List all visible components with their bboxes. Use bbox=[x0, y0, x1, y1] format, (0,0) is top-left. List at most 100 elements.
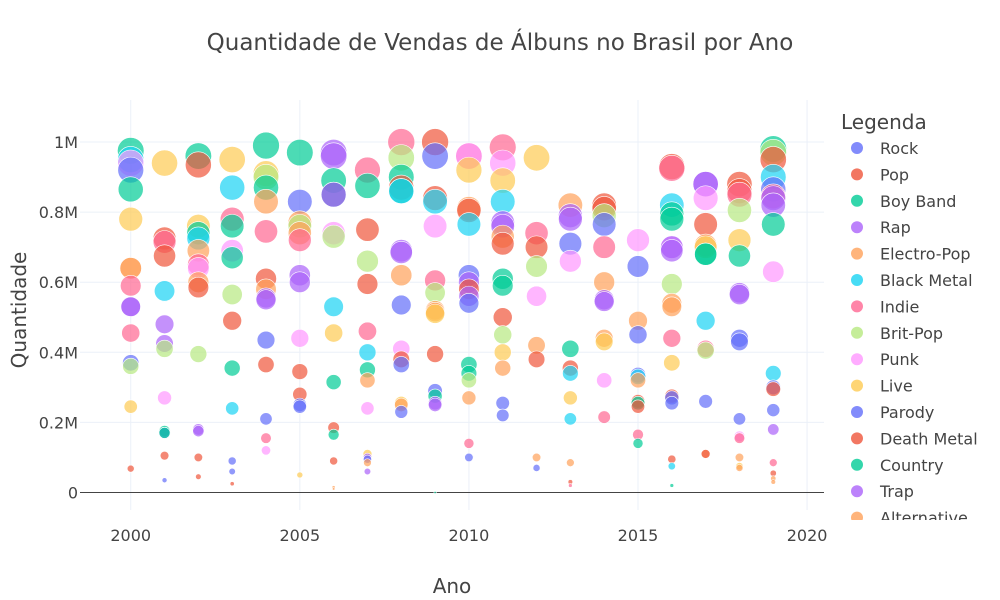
point-brit-pop[interactable] bbox=[356, 249, 379, 273]
point-live[interactable] bbox=[595, 332, 614, 351]
point-indie[interactable] bbox=[120, 275, 142, 297]
point-punk[interactable] bbox=[559, 249, 582, 273]
point-electro-pop[interactable] bbox=[735, 464, 744, 472]
point-pop[interactable] bbox=[667, 454, 677, 464]
point-rock[interactable] bbox=[287, 189, 313, 215]
point-black-metal[interactable] bbox=[562, 365, 579, 382]
point-pop[interactable] bbox=[426, 345, 444, 363]
point-rock[interactable] bbox=[730, 332, 749, 351]
point-punk[interactable] bbox=[762, 260, 785, 283]
point-electro-pop[interactable] bbox=[770, 479, 776, 485]
point-rock[interactable] bbox=[766, 403, 781, 417]
point-indie[interactable] bbox=[769, 458, 778, 467]
point-electro-pop[interactable] bbox=[390, 264, 413, 287]
point-parody[interactable] bbox=[496, 408, 510, 423]
point-punk[interactable] bbox=[423, 214, 448, 239]
point-rock[interactable] bbox=[392, 356, 410, 374]
point-black-metal[interactable] bbox=[695, 311, 716, 331]
point-pop[interactable] bbox=[769, 469, 777, 477]
point-trap[interactable] bbox=[289, 271, 311, 293]
point-parody[interactable] bbox=[458, 293, 480, 314]
point-punk[interactable] bbox=[692, 185, 719, 211]
point-pop[interactable] bbox=[524, 235, 549, 259]
point-trap[interactable] bbox=[729, 284, 750, 305]
point-indie[interactable] bbox=[121, 323, 141, 343]
legend-item-brit-pop[interactable]: Brit-Pop bbox=[851, 324, 943, 343]
legend-item-live[interactable]: Live bbox=[851, 377, 913, 396]
point-live[interactable] bbox=[523, 144, 551, 172]
point-rock[interactable] bbox=[626, 255, 650, 278]
point-black-metal[interactable] bbox=[490, 189, 516, 215]
point-rap[interactable] bbox=[660, 239, 684, 263]
point-death-metal[interactable] bbox=[257, 356, 275, 374]
point-brit-pop[interactable] bbox=[424, 282, 446, 304]
point-indie[interactable] bbox=[568, 483, 573, 488]
point-country[interactable] bbox=[117, 176, 144, 203]
point-death-metal[interactable] bbox=[222, 311, 242, 331]
point-brit-pop[interactable] bbox=[525, 255, 548, 278]
point-live[interactable] bbox=[151, 149, 178, 177]
point-indie[interactable] bbox=[597, 410, 611, 424]
point-pop[interactable] bbox=[153, 244, 176, 268]
point-pop[interactable] bbox=[126, 464, 135, 473]
point-live[interactable] bbox=[493, 343, 512, 362]
point-death-metal[interactable] bbox=[187, 276, 209, 299]
point-pop[interactable] bbox=[356, 273, 379, 295]
point-pop[interactable] bbox=[229, 481, 235, 487]
point-death-metal[interactable] bbox=[700, 449, 711, 459]
point-rock[interactable] bbox=[495, 396, 510, 411]
point-pop[interactable] bbox=[159, 451, 170, 461]
point-live[interactable] bbox=[123, 399, 138, 414]
point-rap[interactable] bbox=[593, 291, 615, 312]
point-death-metal[interactable] bbox=[765, 381, 781, 397]
point-brit-pop[interactable] bbox=[696, 341, 715, 360]
point-rock[interactable] bbox=[698, 394, 713, 409]
point-alternative[interactable] bbox=[734, 452, 745, 463]
point-trap[interactable] bbox=[320, 142, 348, 170]
point-boy-band[interactable] bbox=[354, 172, 381, 199]
point-pop[interactable] bbox=[195, 473, 202, 480]
point-punk[interactable] bbox=[157, 390, 172, 406]
point-country[interactable] bbox=[761, 212, 786, 237]
point-punk[interactable] bbox=[626, 228, 650, 252]
point-black-metal[interactable] bbox=[323, 296, 344, 317]
point-black-metal[interactable] bbox=[388, 178, 415, 204]
point-pop[interactable] bbox=[491, 231, 515, 256]
point-death-metal[interactable] bbox=[527, 350, 546, 368]
point-black-metal[interactable] bbox=[667, 462, 676, 471]
point-punk[interactable] bbox=[596, 372, 613, 389]
point-live[interactable] bbox=[563, 390, 578, 406]
point-alternative[interactable] bbox=[566, 458, 575, 467]
legend-item-boy-band[interactable]: Boy Band bbox=[851, 192, 956, 211]
point-boy-band[interactable] bbox=[669, 483, 675, 488]
point-punk[interactable] bbox=[290, 329, 310, 348]
point-black-metal[interactable] bbox=[765, 365, 782, 382]
point-brit-pop[interactable] bbox=[493, 325, 513, 345]
point-trap[interactable] bbox=[255, 289, 277, 311]
point-parody[interactable] bbox=[320, 181, 347, 208]
point-brit-pop[interactable] bbox=[727, 197, 752, 223]
point-indie[interactable] bbox=[463, 438, 475, 449]
point-boy-band[interactable] bbox=[728, 244, 751, 268]
point-boy-band[interactable] bbox=[433, 490, 437, 494]
point-country[interactable] bbox=[325, 374, 342, 390]
point-black-metal[interactable] bbox=[358, 343, 377, 362]
point-brit-pop[interactable] bbox=[321, 224, 346, 249]
point-boy-band[interactable] bbox=[223, 359, 241, 377]
point-country[interactable] bbox=[220, 246, 244, 270]
point-death-metal[interactable] bbox=[193, 452, 203, 463]
point-black-metal[interactable] bbox=[456, 212, 482, 237]
point-black-metal[interactable] bbox=[563, 412, 577, 426]
point-country[interactable] bbox=[659, 206, 685, 232]
point-live[interactable] bbox=[118, 206, 143, 232]
legend-item-rap[interactable]: Rap bbox=[851, 218, 911, 237]
point-electro-pop[interactable] bbox=[363, 458, 372, 467]
point-indie[interactable] bbox=[357, 321, 377, 341]
point-alternative[interactable] bbox=[359, 372, 376, 389]
point-alternative[interactable] bbox=[331, 487, 336, 491]
point-parody[interactable] bbox=[227, 456, 237, 466]
legend[interactable]: Legenda Rock Pop Boy Band Rap Electro-Pop Bla… bbox=[841, 110, 978, 528]
point-black-metal[interactable] bbox=[225, 401, 240, 416]
point-trap[interactable] bbox=[558, 206, 583, 232]
legend-item-indie[interactable]: Indie bbox=[851, 297, 919, 316]
